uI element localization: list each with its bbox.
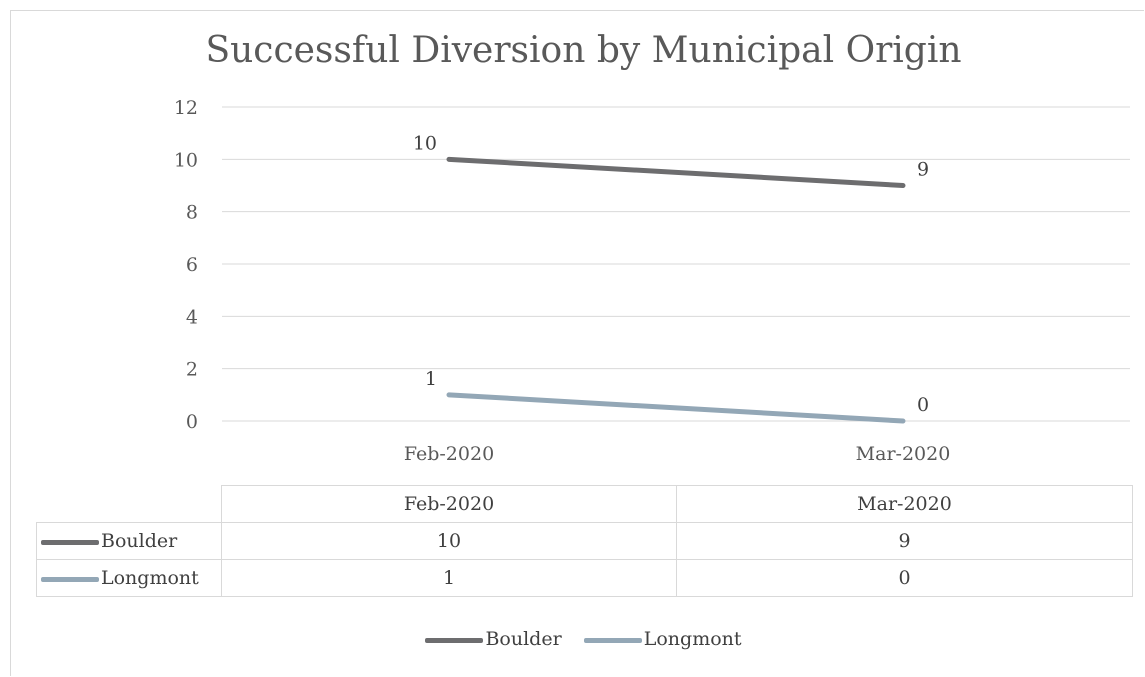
data-table-corner — [36, 485, 222, 523]
data-label: 10 — [413, 132, 437, 154]
data-table-cell: 10 — [221, 522, 677, 560]
data-table-cell: 1 — [221, 559, 677, 597]
data-table-row-header: Boulder — [36, 522, 222, 560]
data-table-header: Feb-2020 — [221, 485, 677, 523]
data-table-row-header: Longmont — [36, 559, 222, 597]
data-table-row-label: Longmont — [101, 567, 199, 589]
y-tick-label: 8 — [186, 202, 198, 224]
y-tick-label: 12 — [174, 97, 198, 119]
data-label: 1 — [425, 368, 437, 390]
y-tick-label: 6 — [186, 254, 198, 276]
legend: Boulder Longmont — [0, 628, 1145, 650]
data-table-row: Boulder 10 9 — [36, 522, 1133, 560]
legend-label: Longmont — [643, 628, 742, 650]
legend-item-boulder[interactable]: Boulder — [425, 628, 562, 650]
series-swatch-boulder — [41, 539, 99, 545]
y-tick-label: 4 — [186, 306, 198, 328]
legend-swatch-boulder — [425, 637, 484, 643]
y-tick-label: 2 — [186, 359, 198, 381]
legend-label: Boulder — [485, 628, 562, 650]
data-table: Feb-2020 Mar-2020 Boulder 10 9 Longmont … — [36, 485, 1133, 597]
data-label: 9 — [917, 159, 929, 181]
data-table-cell: 9 — [676, 522, 1133, 560]
y-tick-label: 0 — [186, 411, 198, 433]
chart-title: Successful Diversion by Municipal Origin — [205, 30, 962, 71]
data-table-row-label: Boulder — [101, 530, 178, 552]
data-table-row: Longmont 1 0 — [36, 559, 1133, 597]
series-swatch-longmont — [41, 576, 99, 582]
x-tick-label: Mar-2020 — [856, 443, 951, 465]
series-line-boulder — [446, 156, 906, 188]
legend-item-longmont[interactable]: Longmont — [583, 628, 742, 650]
data-table-cell: 0 — [676, 559, 1133, 597]
data-table-header-row: Feb-2020 Mar-2020 — [36, 485, 1133, 523]
chart-frame — [10, 10, 1144, 676]
legend-swatch-longmont — [583, 637, 642, 643]
data-table-header: Mar-2020 — [676, 485, 1133, 523]
series-line-longmont — [446, 392, 906, 424]
data-label: 0 — [917, 394, 929, 416]
x-tick-label: Feb-2020 — [404, 443, 494, 465]
y-tick-label: 10 — [174, 149, 198, 171]
